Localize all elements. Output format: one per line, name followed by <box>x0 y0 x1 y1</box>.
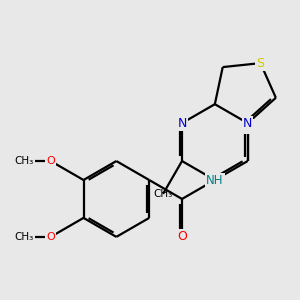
Text: CH₃: CH₃ <box>14 232 34 242</box>
Text: O: O <box>177 230 187 243</box>
Text: O: O <box>46 232 55 242</box>
Text: S: S <box>256 57 264 70</box>
Text: N: N <box>177 117 187 130</box>
Text: O: O <box>243 120 253 134</box>
Text: O: O <box>46 156 55 166</box>
Text: CH₃: CH₃ <box>14 156 34 166</box>
Text: N: N <box>243 117 252 130</box>
Text: CH₃: CH₃ <box>153 189 173 199</box>
Text: NH: NH <box>206 173 224 187</box>
